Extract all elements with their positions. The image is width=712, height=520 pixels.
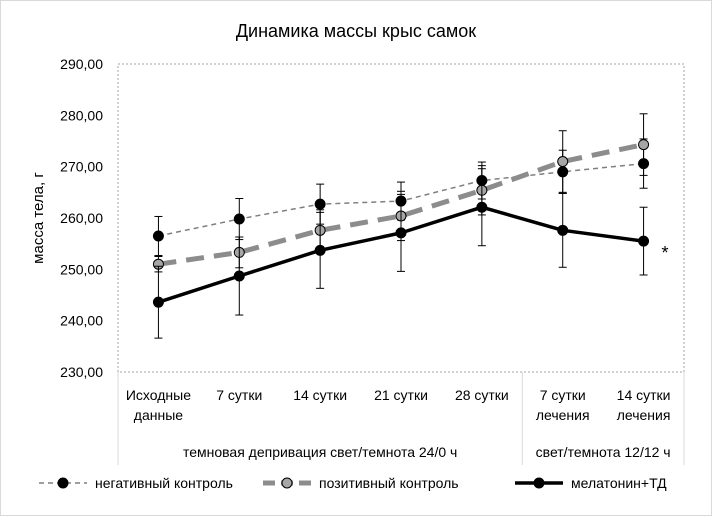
x-tick-label: 7 сутки [216, 387, 262, 403]
data-point [557, 224, 569, 236]
legend-label: негативный контроль [95, 475, 233, 491]
data-point [233, 213, 245, 225]
x-group-label: темновая депривация свет/темнота 24/0 ч [183, 444, 457, 460]
y-axis: 230,00 240,00 250,00 260,00 270,00 280,00 290,… [60, 56, 103, 380]
series-3 [152, 168, 650, 339]
x-tick-label: 21 сутки [374, 387, 428, 403]
y-tick-label: 280,00 [60, 107, 103, 123]
legend-swatch-marker [281, 477, 293, 489]
x-tick-label: 14 сутки [293, 387, 347, 403]
x-tick-label: 7 сутки [540, 387, 586, 403]
significance-annotation: * [661, 243, 668, 263]
chart-title: Динамика массы крыс самок [236, 21, 476, 41]
series-layer [152, 113, 650, 339]
data-point [557, 156, 569, 168]
x-tick-label: данные [134, 407, 183, 423]
x-group-label: свет/темнота 12/12 ч [536, 444, 671, 460]
x-tick-label: 28 сутки [455, 387, 509, 403]
data-point [476, 201, 488, 213]
y-tick-label: 260,00 [60, 210, 103, 226]
data-point [152, 230, 164, 242]
data-point [233, 270, 245, 282]
y-tick-label: 250,00 [60, 261, 103, 277]
data-point [638, 235, 650, 247]
legend-swatch-marker [533, 477, 545, 489]
y-tick-label: 240,00 [60, 313, 103, 329]
legend-label: позитивный контроль [319, 475, 459, 491]
legend: негативный контроль позитивный контроль ме… [39, 475, 667, 491]
legend-item: негативный контроль [39, 475, 233, 491]
y-tick-label: 270,00 [60, 159, 103, 175]
y-axis-label: масса тела, г [30, 172, 47, 264]
x-tick-label: 14 сутки [617, 387, 671, 403]
x-axis: Исходные данные 7 сутки 14 сутки 21 сутки 28 … [117, 372, 685, 465]
x-tick-label: лечения [617, 407, 671, 423]
data-point [314, 244, 326, 256]
legend-swatch-marker [57, 477, 69, 489]
legend-label: мелатонин+ТД [571, 475, 667, 491]
data-point [314, 198, 326, 210]
y-tick-label: 230,00 [60, 364, 103, 380]
x-tick-label: лечения [536, 407, 590, 423]
x-tick-label: Исходные [126, 387, 191, 403]
legend-item: позитивный контроль [263, 475, 459, 491]
data-point [638, 139, 650, 151]
data-point [152, 296, 164, 308]
y-tick-label: 290,00 [60, 56, 103, 72]
data-point [395, 227, 407, 239]
legend-item: мелатонин+ТД [515, 475, 667, 491]
plot-area-border [117, 63, 685, 373]
